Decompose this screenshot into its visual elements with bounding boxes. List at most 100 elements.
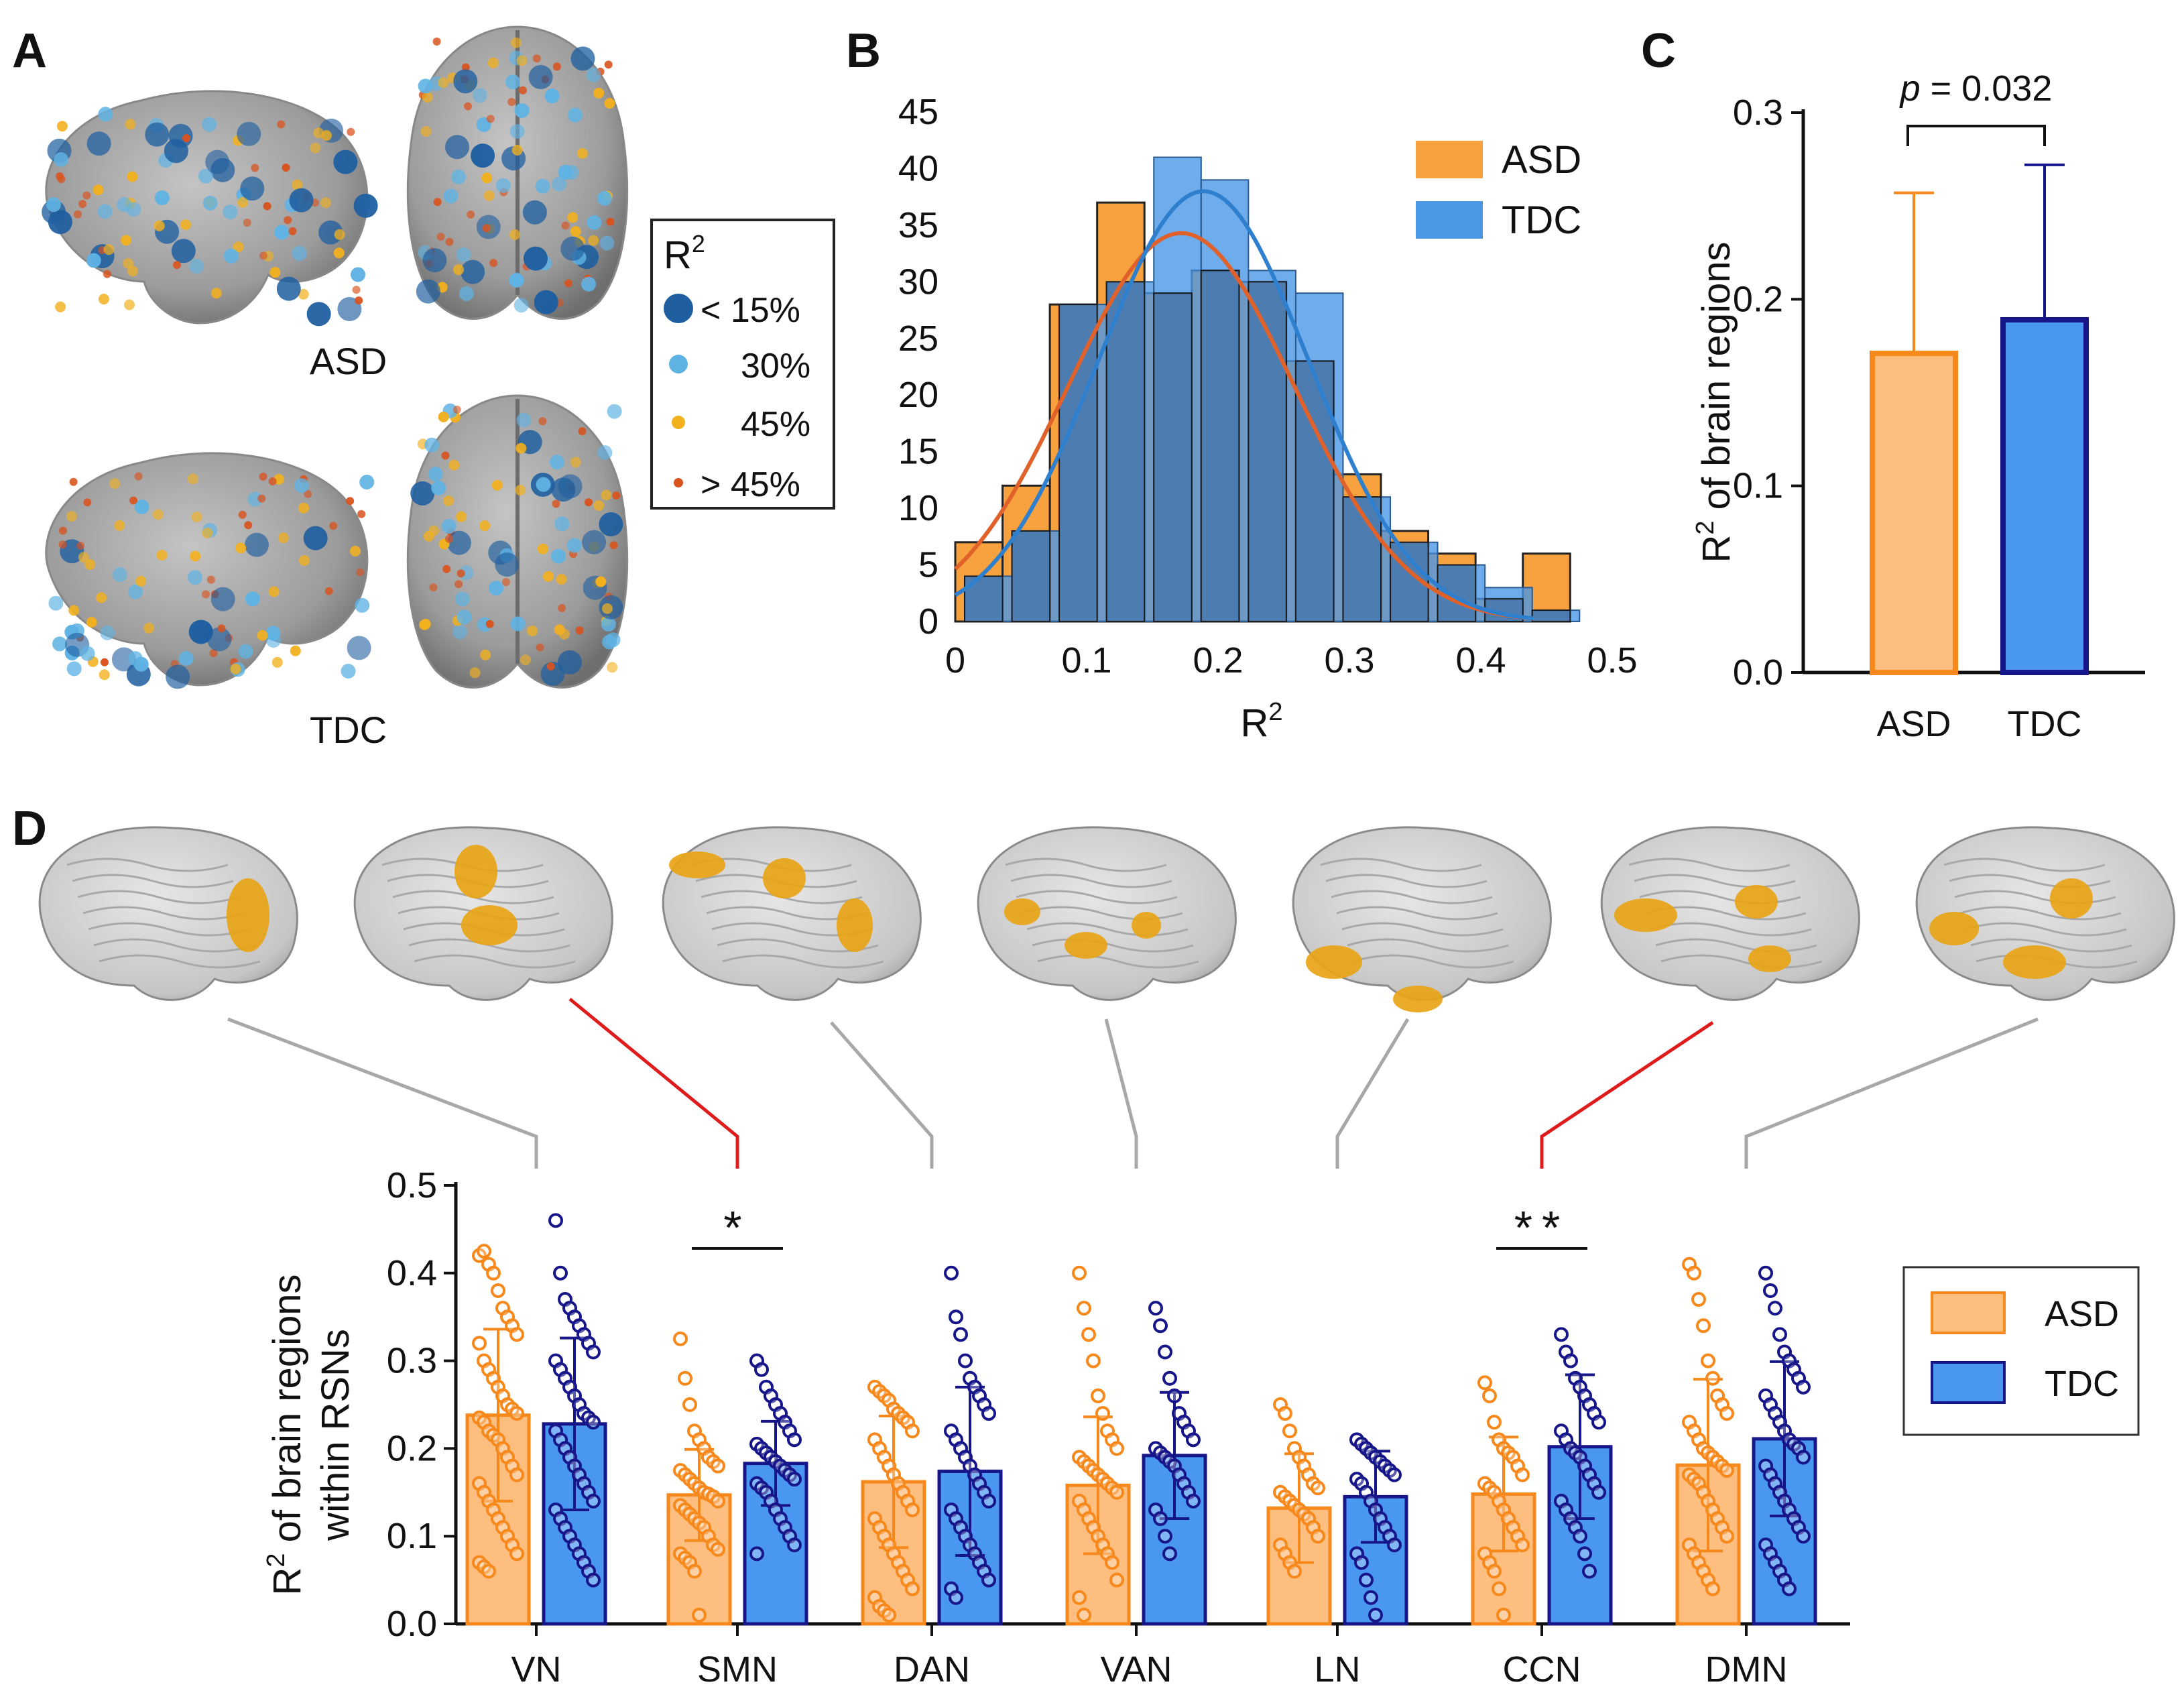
d-data-point <box>586 1415 601 1430</box>
brain-node <box>564 279 572 288</box>
d-data-point <box>1109 1441 1124 1456</box>
brain-node <box>457 609 472 625</box>
network-region <box>1065 932 1107 959</box>
d-data-point <box>1072 1265 1087 1281</box>
brain-node <box>554 516 570 532</box>
brain-node <box>292 179 303 190</box>
brain-node <box>352 286 361 294</box>
brain-node <box>350 546 361 556</box>
brain-node <box>223 204 238 220</box>
d-data-point <box>509 1467 524 1482</box>
d-y-axis-label-line1: R2 of brain regions <box>262 1275 309 1596</box>
d-legend: ASD TDC <box>1902 1266 2140 1436</box>
d-data-point <box>882 1607 896 1623</box>
brain-node <box>567 107 583 123</box>
d-data-point <box>905 1423 920 1439</box>
brain-node <box>351 267 365 282</box>
hist-y-tick: 25 <box>898 318 938 359</box>
brain-node <box>515 443 527 454</box>
brain-node <box>441 518 457 534</box>
brain-node <box>353 193 378 218</box>
brain-node <box>561 221 570 230</box>
brain-node <box>274 225 290 240</box>
sulcus <box>1336 906 1498 921</box>
d-data-point <box>1109 1572 1124 1588</box>
brain-node <box>210 288 222 299</box>
brain-node <box>259 472 267 481</box>
brain-node <box>609 541 618 550</box>
d-data-point <box>1287 1564 1302 1579</box>
c-y-axis-label: R2 of brain regions <box>1691 242 1738 563</box>
brain-node <box>341 664 356 679</box>
network-region <box>2003 945 2066 979</box>
legend-dot-15 <box>664 294 693 323</box>
d-data-point <box>1719 1406 1734 1421</box>
brain-node <box>48 595 64 611</box>
d-data-point <box>1763 1283 1778 1298</box>
brain-node <box>422 248 447 273</box>
brain-node <box>278 532 289 544</box>
d-data-point <box>1719 1463 1734 1478</box>
brain-node <box>516 55 528 66</box>
brain-node <box>129 496 137 505</box>
brain-node <box>298 288 309 300</box>
legend-dot-gt45 <box>674 478 683 487</box>
network-region <box>1929 912 1979 945</box>
brain-node <box>471 143 495 168</box>
brain-node <box>570 46 595 71</box>
brain-node <box>125 119 136 130</box>
brain-node <box>164 139 188 164</box>
brain-node <box>441 451 450 460</box>
brain-node <box>207 627 232 652</box>
brain-node <box>556 574 567 585</box>
network-region <box>763 858 806 898</box>
network-region <box>1306 945 1362 979</box>
d-data-point <box>981 1493 996 1509</box>
d-data-point <box>1278 1406 1292 1421</box>
brain-tdc-lateral <box>45 452 369 687</box>
brain-node <box>453 69 478 94</box>
brain-node <box>607 662 618 673</box>
brain-node <box>135 575 147 587</box>
brain-node <box>552 62 561 71</box>
d-data-point <box>1091 1388 1105 1403</box>
brain-node <box>495 552 520 577</box>
d-data-point <box>749 1546 764 1562</box>
sulcus <box>1965 922 2127 937</box>
sulcus <box>66 858 229 872</box>
brain-node <box>224 248 239 263</box>
network-region <box>227 878 269 952</box>
d-data-point <box>1696 1318 1711 1334</box>
d-y-tick: 0.4 <box>387 1253 437 1293</box>
brain-node <box>145 122 170 147</box>
brain-node <box>128 584 143 599</box>
d-data-point <box>1687 1265 1701 1281</box>
hist-y-tick: 5 <box>918 545 938 585</box>
brain-node <box>299 555 310 566</box>
c-y-tick: 0.3 <box>1733 93 1783 133</box>
d-data-point <box>1359 1572 1374 1588</box>
brain-node <box>585 498 593 507</box>
brain-node <box>560 236 585 261</box>
d-data-point <box>1591 1484 1606 1500</box>
brain-node <box>59 526 67 535</box>
brain-node <box>604 60 613 69</box>
connector-smn <box>568 998 739 1169</box>
panel-label-c: C <box>1641 24 1676 78</box>
brain-node <box>76 541 85 550</box>
d-y-axis-label-line2: within RSNs <box>314 1329 357 1541</box>
brain-node <box>284 216 292 225</box>
brain-node <box>442 565 451 573</box>
hist-y-tick: 35 <box>898 205 938 245</box>
brain-node <box>452 406 461 414</box>
brain-node <box>166 664 190 689</box>
d-data-point <box>905 1502 920 1517</box>
brain-node <box>510 616 526 632</box>
brain-node <box>570 457 581 468</box>
legend-label-30: 30% <box>741 347 810 386</box>
d-data-point <box>944 1265 959 1281</box>
brain-node <box>606 217 615 226</box>
brain-node <box>587 215 602 230</box>
network-brain-maps <box>38 826 2175 1012</box>
brain-node <box>178 651 194 666</box>
